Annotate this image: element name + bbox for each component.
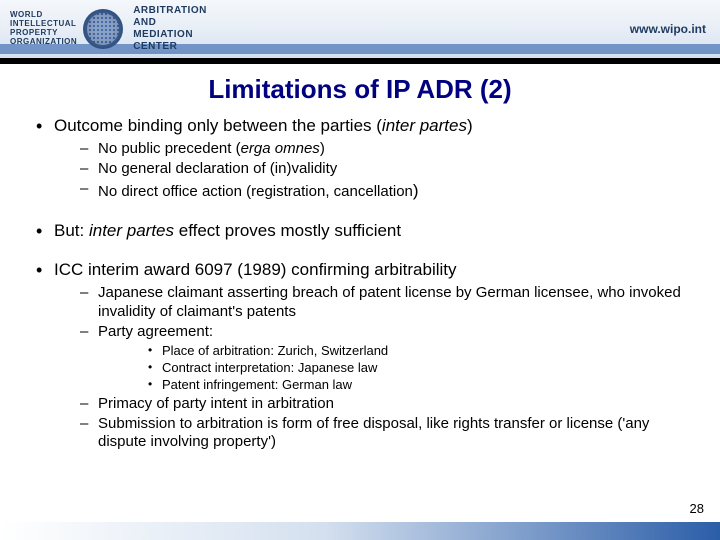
sub-text: No public precedent ( <box>98 140 241 157</box>
sub-bullet: Patent infringement: German law <box>98 377 690 394</box>
main-bullets-2: But: inter partes effect proves mostly s… <box>30 220 690 241</box>
bullet-3-sub-3: Primacy of party intent in arbitration <box>54 395 690 414</box>
sub-text-italic: erga omnes <box>241 140 320 157</box>
content-area: Outcome binding only between the parties… <box>0 115 720 452</box>
bullet-3-text: ICC interim award 6097 (1989) confirming… <box>54 260 457 279</box>
sub-text: No direct office action (registration, c… <box>98 183 413 200</box>
center-line: CENTER <box>133 41 207 53</box>
wipo-org-block: WORLD INTELLECTUAL PROPERTY ORGANIZATION… <box>0 5 207 53</box>
wipo-globe-icon <box>83 9 123 49</box>
sub-text: Patent infringement: German <box>162 377 333 392</box>
org-line: ORGANIZATION <box>10 38 77 47</box>
bullet-3-sub-1: Japanese claimant asserting breach of pa… <box>54 284 690 322</box>
bullet-1-text-a: Outcome binding only between the parties… <box>54 116 382 135</box>
bullet-2-text-c: effect proves mostly sufficient <box>174 221 401 240</box>
bullet-1-sub-1: No public precedent (erga omnes) <box>54 140 690 159</box>
bullet-3-sublist: Japanese claimant asserting breach of pa… <box>54 284 690 452</box>
bullet-1-sub-2: No general declaration of (in)validity <box>54 160 690 179</box>
main-bullets-3: ICC interim award 6097 (1989) confirming… <box>30 259 690 452</box>
center-line: AND <box>133 17 207 29</box>
sub-text-small: law <box>333 377 353 392</box>
bullet-2-text-a: But: <box>54 221 89 240</box>
spacer <box>30 245 690 259</box>
center-line: ARBITRATION <box>133 5 207 17</box>
footer-bar <box>0 522 720 540</box>
bullet-2-text-b: inter partes <box>89 221 174 240</box>
bullet-1-sublist: No public precedent (erga omnes) No gene… <box>54 140 690 201</box>
sub-bullet: Place of arbitration: Zurich, Switzerlan… <box>98 343 690 360</box>
bullet-3-sub-2-list: Place of arbitration: Zurich, Switzerlan… <box>98 343 690 394</box>
bullet-1-sub-3: No direct office action (registration, c… <box>54 180 690 202</box>
bullet-3-sub-2: Party agreement: Place of arbitration: Z… <box>54 323 690 394</box>
bullet-3-sub-4: Submission to arbitration is form of fre… <box>54 415 690 453</box>
bullet-3: ICC interim award 6097 (1989) confirming… <box>30 259 690 452</box>
sub-text-large: ) <box>413 181 419 200</box>
bullet-2: But: inter partes effect proves mostly s… <box>30 220 690 241</box>
center-text: ARBITRATION AND MEDIATION CENTER <box>133 5 207 53</box>
page-number: 28 <box>690 501 704 516</box>
sub-text: ) <box>320 140 325 157</box>
bullet-1: Outcome binding only between the parties… <box>30 115 690 202</box>
bullet-1-text-b: inter partes <box>382 116 467 135</box>
spacer <box>30 206 690 220</box>
sub-bullet: Contract interpretation: Japanese law <box>98 360 690 377</box>
bullet-1-text-c: ) <box>467 116 473 135</box>
wipo-org-text: WORLD INTELLECTUAL PROPERTY ORGANIZATION <box>10 11 77 46</box>
slide-title: Limitations of IP ADR (2) <box>0 74 720 105</box>
header-url: www.wipo.int <box>630 22 706 36</box>
sub-text: Party agreement: <box>98 323 213 340</box>
center-line: MEDIATION <box>133 29 207 41</box>
main-bullets: Outcome binding only between the parties… <box>30 115 690 202</box>
header: WORLD INTELLECTUAL PROPERTY ORGANIZATION… <box>0 0 720 64</box>
